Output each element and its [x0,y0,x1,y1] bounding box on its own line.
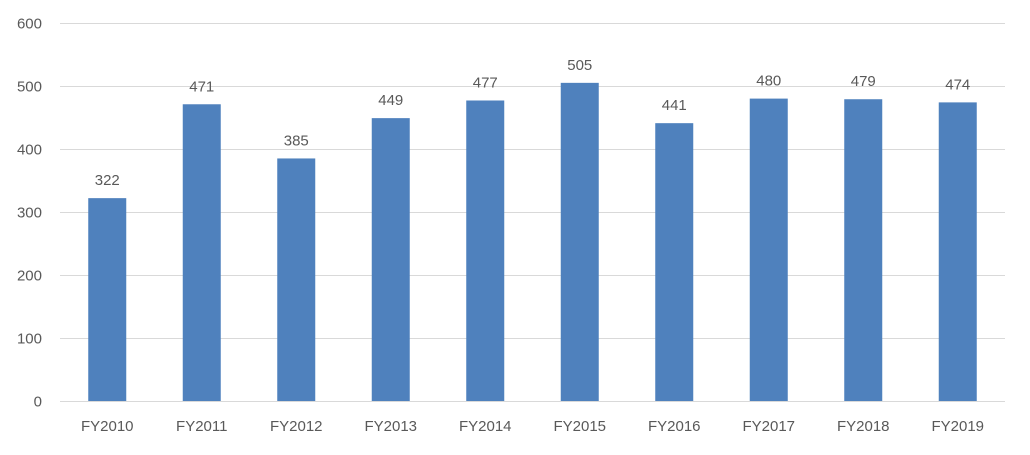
x-category-label: FY2011 [176,418,227,435]
bars [88,82,977,402]
y-axis-tick-labels: 0 100 200 300 400 500 600 [17,16,42,411]
bar [182,104,221,402]
y-tick-label: 500 [17,79,42,96]
x-category-label: FY2015 [553,418,606,435]
bar [938,102,977,401]
x-category-label: FY2012 [270,418,323,435]
y-tick-label: 400 [17,142,42,159]
data-label: 471 [189,78,214,95]
bar [466,100,505,402]
x-category-label: FY2017 [742,418,795,435]
x-category-label: FY2014 [459,418,512,435]
y-tick-label: 300 [17,205,42,222]
data-label: 477 [473,74,498,91]
data-label: 385 [284,132,309,149]
data-label: 474 [945,76,970,93]
data-label: 441 [662,97,687,114]
bar [844,99,883,401]
x-category-label: FY2019 [931,418,984,435]
data-label: 322 [95,172,120,189]
bar [749,98,788,401]
bar [655,123,694,402]
data-label: 480 [756,73,781,90]
bar [88,198,127,401]
y-tick-label: 0 [34,394,42,411]
y-tick-label: 100 [17,331,42,348]
bar [560,82,599,401]
x-axis-category-labels: FY2010 FY2011 FY2012 FY2013 FY2014 FY2015 FY20… [81,418,984,435]
data-labels: 322 471 385 449 477 505 441 480 479 474 [95,57,971,189]
y-tick-label: 600 [17,16,42,33]
x-category-label: FY2018 [837,418,890,435]
x-category-label: FY2013 [364,418,417,435]
bar [371,118,410,401]
data-label: 449 [378,92,403,109]
data-label: 479 [851,73,876,90]
x-category-label: FY2016 [648,418,701,435]
data-label: 505 [567,57,592,74]
bar [277,158,316,401]
y-tick-label: 200 [17,268,42,285]
x-category-label: FY2010 [81,418,134,435]
